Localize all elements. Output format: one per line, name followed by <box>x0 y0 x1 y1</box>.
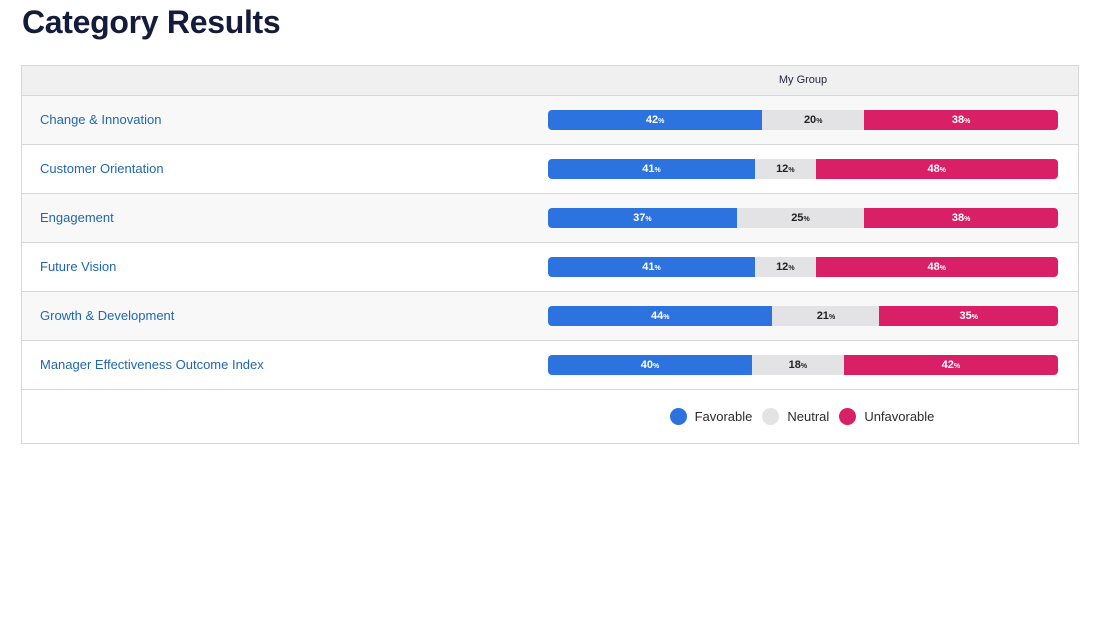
data-label: 35 <box>959 310 972 322</box>
percent-unit: % <box>828 314 836 321</box>
category-rows: Change & Innovation 42% 20% 38% Customer Ori… <box>22 96 1078 390</box>
data-label: 21 <box>816 310 829 322</box>
data-label: 48 <box>927 163 940 175</box>
stacked-bar[interactable]: 40% 18% 42% <box>548 355 1058 375</box>
category-results-table: My Group Change & Innovation 42% 20% 38% Cus… <box>21 65 1079 444</box>
table-row: Customer Orientation 41% 12% 48% <box>22 145 1078 194</box>
data-label: 38 <box>951 114 965 126</box>
percent-unit: % <box>939 265 947 272</box>
data-label: 44 <box>650 310 664 322</box>
table-row: Manager Effectiveness Outcome Index 40% 18… <box>22 341 1078 390</box>
stacked-bar[interactable]: 37% 25% 38% <box>548 208 1058 228</box>
data-label: 38 <box>951 212 965 224</box>
percent-unit: % <box>788 265 795 272</box>
unfavorable-segment: 48% <box>815 159 1058 179</box>
favorable-segment: 37% <box>548 208 737 228</box>
table-header: My Group <box>22 66 1078 96</box>
table-row: Future Vision 41% 12% 48% <box>22 243 1078 292</box>
unfavorable-segment: 48% <box>815 257 1058 277</box>
table-row: Growth & Development 44% 21% 35% <box>22 292 1078 341</box>
data-label: 12 <box>776 163 789 175</box>
percent-unit: % <box>800 363 808 370</box>
favorable-segment: 42% <box>548 110 763 130</box>
stacked-bar[interactable]: 41% 12% 48% <box>548 159 1058 179</box>
unfavorable-segment: 42% <box>843 355 1058 375</box>
data-label: 20 <box>803 114 817 126</box>
stacked-bar[interactable]: 42% 20% 38% <box>548 110 1058 130</box>
page-title: Category Results <box>22 4 281 40</box>
data-label: 37 <box>633 212 646 224</box>
table-row: Engagement 37% 25% 38% <box>22 194 1078 243</box>
legend-swatch <box>762 408 780 425</box>
stacked-bar[interactable]: 44% 21% 35% <box>548 306 1058 326</box>
neutral-segment: 21% <box>772 306 880 326</box>
unfavorable-segment: 38% <box>864 208 1058 228</box>
data-label: 40 <box>640 359 653 371</box>
legend-swatch <box>669 408 687 425</box>
percent-unit: % <box>658 118 665 125</box>
group-column-header: My Group <box>778 74 828 86</box>
percent-unit: % <box>964 118 971 125</box>
legend-label: Neutral <box>787 409 830 424</box>
unfavorable-segment: 38% <box>864 110 1058 130</box>
data-label: 25 <box>791 212 804 224</box>
favorable-segment: 41% <box>548 159 756 179</box>
percent-unit: % <box>654 167 661 174</box>
legend-item-favorable[interactable]: Favorable <box>669 408 753 425</box>
legend-label: Favorable <box>694 409 753 424</box>
legend-swatch <box>839 408 857 425</box>
table-row: Change & Innovation 42% 20% 38% <box>22 96 1078 145</box>
unfavorable-segment: 35% <box>879 306 1058 326</box>
category-link[interactable]: Future Vision <box>40 259 117 274</box>
neutral-segment: 12% <box>755 257 816 277</box>
category-link[interactable]: Growth & Development <box>40 308 175 323</box>
favorable-segment: 40% <box>548 355 752 375</box>
percent-unit: % <box>654 265 661 272</box>
favorable-segment: 41% <box>548 257 756 277</box>
legend-items: Favorable Neutral Unfavorable <box>548 390 1058 443</box>
data-label: 41 <box>642 261 655 273</box>
percent-unit: % <box>971 314 978 321</box>
neutral-segment: 18% <box>752 355 844 375</box>
percent-unit: % <box>816 118 823 125</box>
data-label: 18 <box>788 359 801 371</box>
favorable-segment: 44% <box>548 306 773 326</box>
percent-unit: % <box>645 216 652 223</box>
category-link[interactable]: Change & Innovation <box>40 112 162 127</box>
neutral-segment: 25% <box>736 208 865 228</box>
legend-label: Unfavorable <box>864 409 935 424</box>
percent-unit: % <box>964 216 971 223</box>
data-label: 42 <box>941 359 954 371</box>
legend: Favorable Neutral Unfavorable <box>22 390 1078 443</box>
data-label: 12 <box>776 261 789 273</box>
stacked-bar[interactable]: 41% 12% 48% <box>548 257 1058 277</box>
data-label: 48 <box>927 261 940 273</box>
category-link[interactable]: Customer Orientation <box>40 161 164 176</box>
category-link[interactable]: Manager Effectiveness Outcome Index <box>40 357 264 372</box>
percent-unit: % <box>653 363 660 370</box>
percent-unit: % <box>939 167 947 174</box>
legend-item-neutral[interactable]: Neutral <box>762 408 829 425</box>
data-label: 42 <box>645 114 659 126</box>
neutral-segment: 12% <box>755 159 816 179</box>
percent-unit: % <box>788 167 795 174</box>
percent-unit: % <box>953 363 961 370</box>
percent-unit: % <box>803 216 810 223</box>
percent-unit: % <box>663 314 670 321</box>
neutral-segment: 20% <box>762 110 865 130</box>
legend-item-unfavorable[interactable]: Unfavorable <box>839 408 934 425</box>
data-label: 41 <box>642 163 655 175</box>
category-link[interactable]: Engagement <box>40 210 114 225</box>
